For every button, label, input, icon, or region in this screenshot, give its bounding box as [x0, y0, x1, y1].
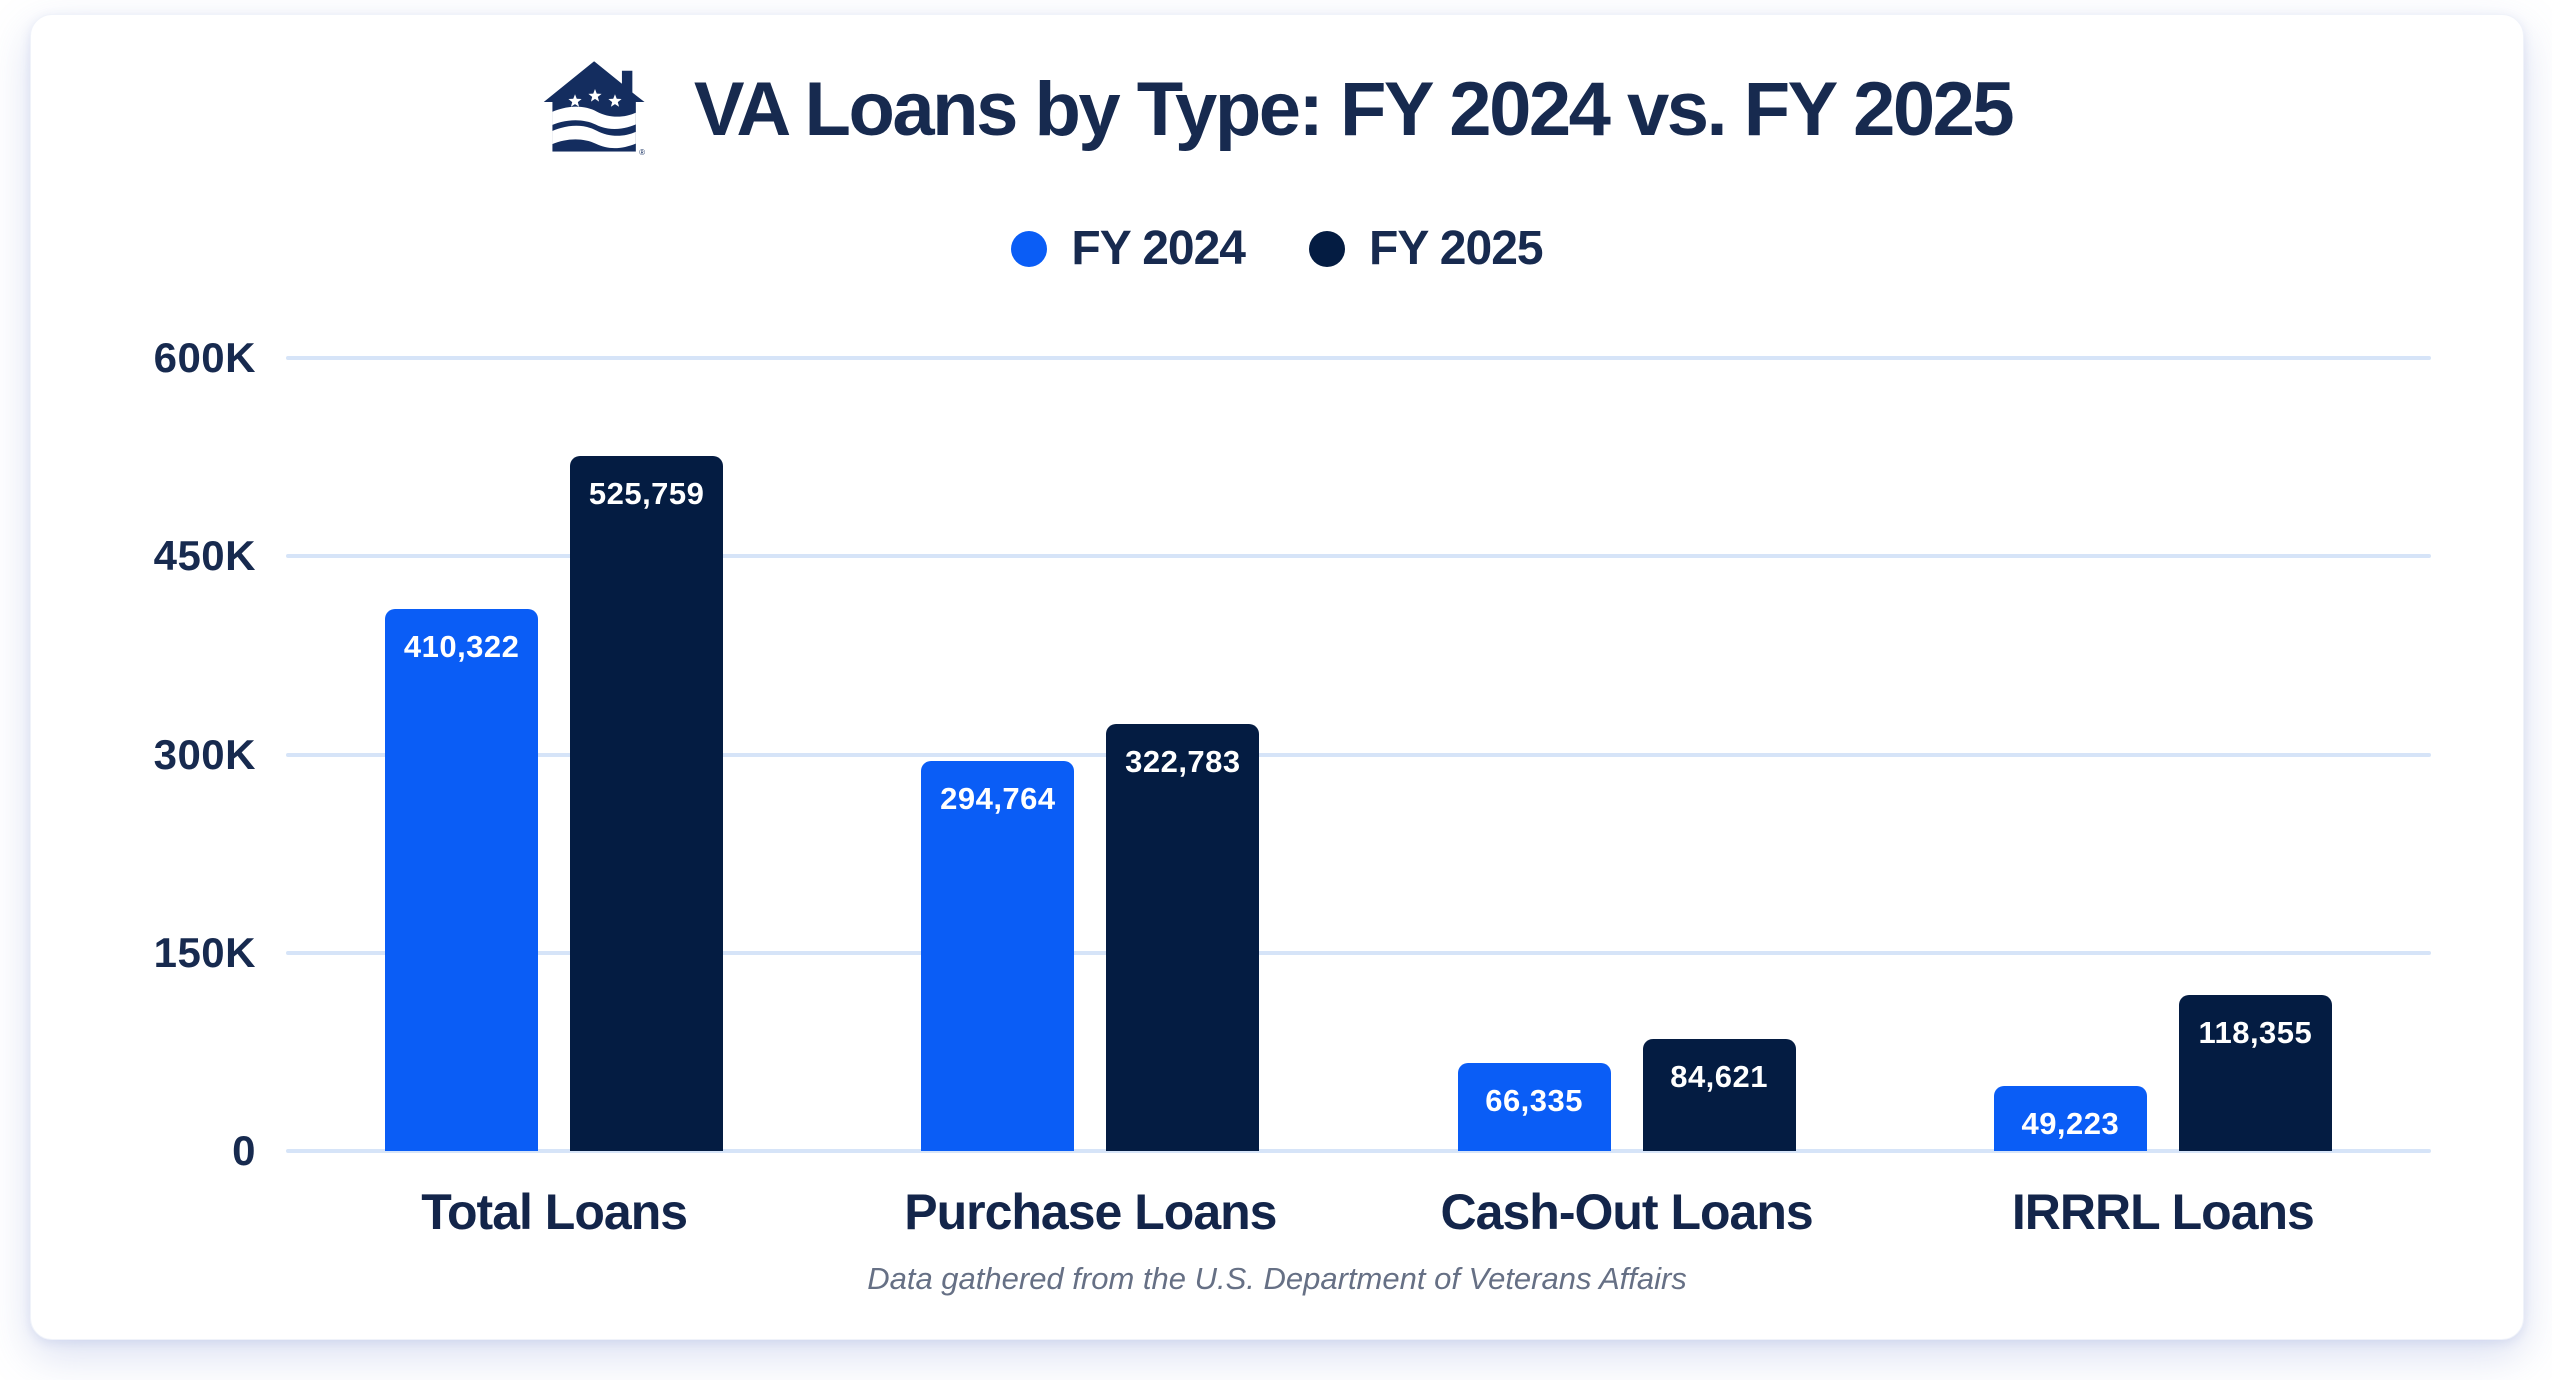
bar-fy-2025-purchase-loans: 322,783: [1106, 724, 1260, 1151]
page-title: VA Loans by Type: FY 2024 vs. FY 2025: [693, 66, 2015, 152]
chart-legend: FY 2024 FY 2025: [31, 221, 2523, 276]
legend-label-fy2025: FY 2025: [1369, 222, 1544, 275]
bar-fy-2024-irrrl-loans: 49,223: [1993, 1085, 2147, 1151]
category-label-total-loans: Total Loans: [421, 1184, 688, 1240]
bar-fy-2024-purchase-loans: 294,764: [921, 761, 1075, 1151]
veterans-united-house-logo-icon: ®: [543, 61, 645, 157]
legend-item-fy2025: FY 2025: [1309, 221, 1544, 276]
legend-label-fy2024: FY 2024: [1071, 222, 1246, 275]
bar-fy-2024-total-loans: 410,322: [385, 608, 539, 1151]
bar-value-label-fy-2025-irrrl-loans: 118,355: [2198, 1014, 2313, 1050]
category-label-irrrl-loans: IRRRL Loans: [2011, 1184, 2315, 1240]
bar-fy-2025-total-loans: 525,759: [570, 456, 724, 1151]
bar-group-purchase-loans: 294,764 322,783: [822, 358, 1358, 1151]
bar-value-label-fy-2024-irrrl-loans: 49,223: [2021, 1105, 2120, 1141]
bar-value-label-fy-2025-cash-out-loans: 84,621: [1670, 1059, 1769, 1095]
bar-fy-2024-cash-out-loans: 66,335: [1457, 1063, 1611, 1151]
plot-area: 600K 450K 300K 150K 0 410,322 525,759 Total Loa…: [154, 334, 2431, 1240]
y-axis-tick-300k: 300K: [153, 730, 256, 778]
bar-fy-2025-cash-out-loans: 84,621: [1642, 1039, 1796, 1151]
chart-card: ® VA Loans by Type: FY 2024 vs. FY 2025 …: [30, 14, 2524, 1340]
category-label-cash-out-loans: Cash-Out Loans: [1440, 1184, 1814, 1240]
gridline-300k: [286, 752, 2431, 757]
logo-stars: [568, 89, 622, 107]
category-label-purchase-loans: Purchase Loans: [904, 1184, 1277, 1240]
registered-trademark-symbol: ®: [639, 148, 645, 157]
chart-header: ® VA Loans by Type: FY 2024 vs. FY 2025: [31, 61, 2523, 157]
bar-value-label-fy-2024-cash-out-loans: 66,335: [1485, 1083, 1584, 1119]
gridline-600k: [286, 356, 2431, 360]
y-axis-tick-450k: 450K: [153, 532, 256, 580]
fy2025-legend-dot-icon: [1309, 230, 1345, 267]
bar-group-total-loans: 410,322 525,759: [286, 358, 822, 1151]
bar-fy-2025-irrrl-loans: 118,355: [2178, 994, 2332, 1151]
bar-value-label-fy-2024-purchase-loans: 294,764: [940, 781, 1056, 817]
source-note: Data gathered from the U.S. Department o…: [867, 1261, 1687, 1296]
y-axis-tick-150k: 150K: [153, 928, 256, 976]
y-axis-tick-600k: 600K: [153, 334, 256, 381]
bar-value-label-fy-2024-total-loans: 410,322: [403, 628, 520, 664]
gridline-150k: [286, 950, 2431, 955]
bar-value-label-fy-2025-total-loans: 525,759: [588, 476, 705, 512]
bar-value-label-fy-2025-purchase-loans: 322,783: [1125, 744, 1241, 780]
legend-item-fy2024: FY 2024: [1011, 221, 1246, 276]
bar-group-cash-out-loans: 66,335 84,621: [1359, 358, 1895, 1151]
fy2024-legend-dot-icon: [1011, 230, 1048, 267]
wave-stripe-top: [547, 106, 641, 129]
bar-group-irrrl-loans: 49,223 118,355: [1895, 358, 2431, 1151]
wave-stripe-bottom: [547, 125, 641, 149]
gridline-450k: [286, 554, 2431, 559]
y-axis-tick-0: 0: [232, 1127, 256, 1174]
gridline-0: [286, 1149, 2431, 1153]
